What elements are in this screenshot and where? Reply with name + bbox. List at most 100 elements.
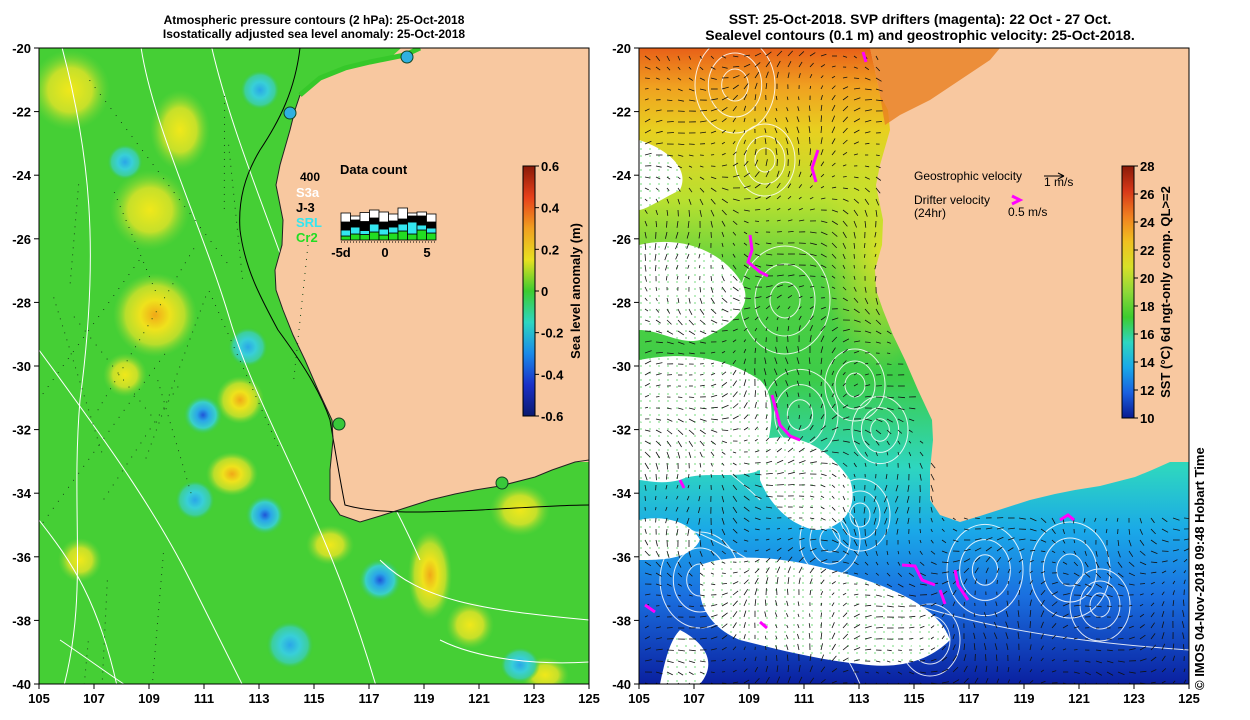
velocity-arrow xyxy=(886,671,891,675)
velocity-arrow xyxy=(776,284,784,288)
track-dot xyxy=(148,276,150,278)
track-dot xyxy=(162,553,164,555)
velocity-arrow xyxy=(698,242,701,249)
velocity-arrow xyxy=(831,622,835,629)
velocity-arrow xyxy=(686,242,690,249)
track-dot xyxy=(194,324,196,326)
velocity-arrow xyxy=(1029,610,1032,618)
velocity-arrow xyxy=(1073,637,1078,640)
velocity-arrow xyxy=(875,583,881,587)
velocity-arrow xyxy=(1128,671,1136,674)
velocity-arrow xyxy=(1029,644,1032,651)
velocity-arrow xyxy=(831,528,838,534)
velocity-arrow xyxy=(732,286,739,292)
velocity-arrow xyxy=(963,517,968,520)
velocity-arrow xyxy=(853,440,860,445)
track-dot xyxy=(68,486,70,488)
velocity-arrow xyxy=(820,622,822,629)
track-dot xyxy=(81,718,82,719)
anomaly-blobs xyxy=(39,50,569,684)
velocity-arrow xyxy=(754,450,760,453)
velocity-arrow xyxy=(831,231,838,237)
velocity-arrow xyxy=(853,209,859,217)
track-dot xyxy=(64,332,66,334)
track-dot xyxy=(172,393,174,395)
track-dot xyxy=(300,314,302,316)
velocity-arrow xyxy=(666,341,674,345)
velocity-arrow xyxy=(1040,657,1044,662)
velocity-arrow xyxy=(952,679,960,684)
velocity-arrow xyxy=(1128,561,1135,567)
velocity-arrow xyxy=(743,528,750,532)
velocity-arrow xyxy=(1062,528,1065,535)
velocity-arrow xyxy=(1062,659,1067,662)
velocity-arrow xyxy=(721,495,725,503)
velocity-arrow xyxy=(655,572,662,577)
track-dot xyxy=(154,421,156,423)
velocity-arrow xyxy=(974,665,978,673)
velocity-arrow xyxy=(886,451,889,456)
velocity-arrow xyxy=(1106,583,1114,588)
velocity-arrow xyxy=(864,561,869,566)
velocity-arrow xyxy=(886,330,892,335)
velocity-arrow xyxy=(644,187,649,191)
velocity-arrow xyxy=(754,484,762,488)
eddy-contour xyxy=(829,478,891,552)
velocity-arrow xyxy=(897,396,906,399)
velocity-arrow xyxy=(808,381,811,387)
velocity-arrow xyxy=(686,231,690,239)
velocity-arrow xyxy=(688,88,695,92)
velocity-arrow xyxy=(842,95,849,101)
velocity-arrow xyxy=(721,634,728,640)
velocity-arrow xyxy=(787,219,793,222)
inset-bar-segment xyxy=(407,233,418,241)
inset-bar-segment xyxy=(426,232,437,241)
velocity-arrow xyxy=(765,484,774,486)
velocity-arrow xyxy=(842,176,847,178)
track-dot xyxy=(106,594,108,596)
velocity-arrow xyxy=(699,209,702,217)
velocity-arrow xyxy=(775,391,778,398)
velocity-arrow xyxy=(963,528,970,531)
velocity-arrow xyxy=(688,55,692,60)
velocity-arrow xyxy=(1084,561,1089,568)
velocity-arrow xyxy=(930,550,936,555)
track-dot xyxy=(139,400,141,402)
inset-bar-segment xyxy=(388,232,399,241)
track-dot xyxy=(76,198,78,200)
track-dot xyxy=(236,221,238,223)
track-dot xyxy=(295,356,297,358)
eddy-contour xyxy=(1056,553,1084,587)
y-tick-label: -28 xyxy=(612,295,631,310)
velocity-arrow xyxy=(743,657,747,662)
velocity-arrow xyxy=(676,495,679,500)
velocity-arrow xyxy=(666,88,672,91)
velocity-arrow xyxy=(655,451,660,459)
velocity-arrow xyxy=(732,339,737,343)
velocity-arrow xyxy=(765,495,773,498)
x-tick-label: 121 xyxy=(1068,691,1090,706)
velocity-arrow xyxy=(875,88,883,92)
velocity-arrow xyxy=(864,625,872,629)
track-dot xyxy=(88,409,90,411)
velocity-arrow xyxy=(721,417,729,420)
velocity-arrow xyxy=(775,107,778,112)
velocity-arrow xyxy=(863,506,866,514)
velocity-arrow xyxy=(831,94,836,101)
track-dot xyxy=(305,265,307,267)
velocity-arrow xyxy=(842,582,847,585)
velocity-arrow xyxy=(1018,580,1021,585)
velocity-arrow xyxy=(732,550,737,553)
velocity-arrow xyxy=(831,414,838,420)
inset-bar-segment xyxy=(359,212,370,222)
track-dot xyxy=(138,388,140,390)
eddy-contour xyxy=(739,245,831,355)
velocity-arrow xyxy=(743,105,747,112)
warm-coastal-strip xyxy=(870,48,1000,125)
inset-bar-segment xyxy=(397,218,408,225)
velocity-arrow xyxy=(1007,679,1010,684)
velocity-arrow xyxy=(875,572,879,576)
velocity-arrow xyxy=(710,648,717,651)
velocity-arrow xyxy=(1040,633,1044,640)
track-dot xyxy=(87,641,89,643)
